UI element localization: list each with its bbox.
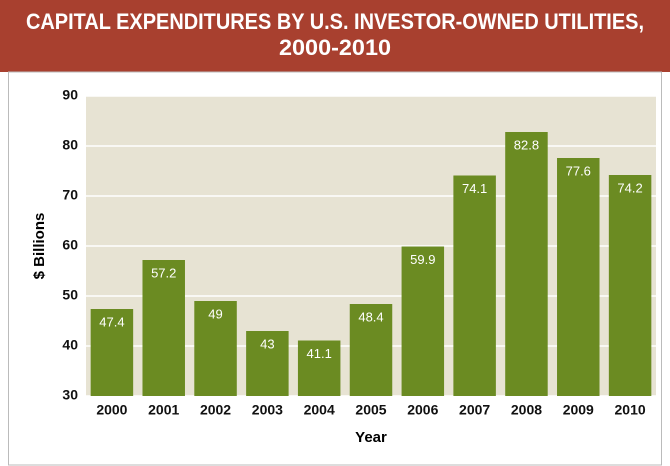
x-axis-label: Year <box>355 429 387 446</box>
data-label: 48.4 <box>358 309 383 324</box>
data-label: 74.2 <box>617 180 642 195</box>
y-tick-label: 60 <box>62 237 78 253</box>
data-label: 47.4 <box>99 314 124 329</box>
x-tick-label: 2003 <box>252 402 283 418</box>
y-tick-label: 30 <box>62 387 78 403</box>
bar <box>246 331 289 396</box>
data-label: 41.1 <box>307 346 332 361</box>
bar <box>90 309 134 396</box>
x-tick-label: 2008 <box>511 402 542 418</box>
bar <box>401 246 445 396</box>
data-label: 59.9 <box>410 252 435 267</box>
data-label: 43 <box>260 336 274 351</box>
x-tick-label: 2004 <box>304 402 335 418</box>
x-tick-label: 2009 <box>563 402 594 418</box>
bar <box>349 304 393 396</box>
bar <box>194 301 237 396</box>
data-label: 74.1 <box>462 181 487 196</box>
x-tick-label: 2007 <box>459 402 490 418</box>
y-tick-label: 50 <box>62 287 78 303</box>
x-tick-label: 2000 <box>96 402 127 418</box>
chart-title: 2000-2010 <box>279 35 391 60</box>
bar <box>608 175 652 396</box>
x-tick-label: 2001 <box>148 402 179 418</box>
title-banner <box>0 0 670 72</box>
y-tick-label: 90 <box>62 87 78 103</box>
bar <box>142 260 185 396</box>
x-tick-label: 2002 <box>200 402 231 418</box>
x-tick-label: 2005 <box>355 402 386 418</box>
x-tick-label: 2006 <box>407 402 438 418</box>
data-label: 57.2 <box>151 265 176 280</box>
data-label: 82.8 <box>514 137 539 152</box>
x-tick-label: 2010 <box>615 402 646 418</box>
data-label: 77.6 <box>566 163 591 178</box>
bar <box>297 340 341 396</box>
y-tick-label: 70 <box>62 187 78 203</box>
chart-title: CAPITAL EXPENDITURES BY U.S. INVESTOR-OW… <box>26 9 644 34</box>
y-axis-label: $ Billions <box>31 213 48 280</box>
data-label: 49 <box>208 306 222 321</box>
y-tick-label: 80 <box>62 137 78 153</box>
y-tick-label: 40 <box>62 337 78 353</box>
bar <box>557 158 600 396</box>
bar <box>505 132 548 396</box>
bar <box>453 175 496 396</box>
